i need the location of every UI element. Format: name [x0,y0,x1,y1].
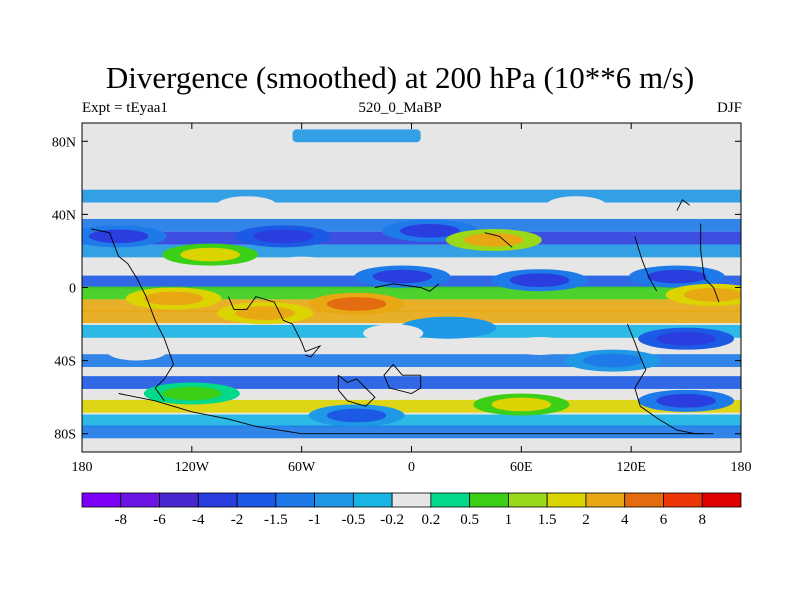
colorbar-label: -2 [231,512,244,528]
field-gap [106,342,167,361]
field-band [82,399,741,413]
field-feature-core [326,408,387,423]
colorbar-label: -6 [153,512,166,528]
coastlines [91,199,720,435]
y-tick-label: 0 [69,282,76,297]
colorbar-label: 4 [621,512,629,528]
colorbar-label: -1.5 [264,512,288,528]
field-band [292,129,421,143]
coastline [676,199,690,211]
field-feature-core [647,269,707,284]
colorbar-label: 1.5 [538,512,557,528]
field-feature-core [235,306,295,320]
colorbar-swatch [701,492,742,508]
field-feature-core [162,386,222,401]
colorbar-swatch [314,492,354,508]
field-feature-core [253,229,314,244]
colorbar-swatch [430,492,471,508]
field-feature-core [400,224,460,238]
field-feature-core [656,394,716,408]
colorbar-label: -0.5 [341,512,365,528]
x-tick-label: 120W [175,460,210,475]
plot-area [81,122,742,453]
y-tick-label: 40N [52,208,76,223]
field-band [82,414,741,428]
field-feature-core [656,331,716,346]
colorbar-label: 1 [505,512,513,528]
axes: 180 120W 60W 0 60E 120E 180 80N 40N 0 40S 80S [52,123,752,475]
x-tick-label: 60W [288,460,316,475]
field-feature-core [418,320,478,335]
colorbar-label: -4 [192,512,205,528]
field-gap [216,196,277,215]
field-gap [546,196,607,215]
coastline [627,323,714,435]
period-label: 520_0_MaBP [358,100,442,116]
field-feature-core [372,269,433,284]
colorbar-swatch [508,492,548,508]
colorbar-swatch [197,492,238,508]
coastline [337,374,376,407]
x-tick-label: 120E [616,460,646,475]
field-gap [363,324,424,343]
coastline [383,364,422,394]
field-feature-core [180,247,240,262]
colorbar-label: 8 [698,512,706,528]
field-feature-core [491,397,552,412]
coastline [634,236,658,292]
x-tick-label: 180 [731,460,752,475]
colorbar-swatch [391,492,432,508]
field-feature-core [509,273,570,288]
field-gap [509,336,570,355]
field-feature-core [583,353,643,368]
colorbar-label: -0.2 [380,512,404,528]
colorbar-label: -1 [308,512,321,528]
colorbar-swatch [585,492,626,508]
colorbar-label: 0.2 [422,512,441,528]
x-tick-label: 180 [72,460,93,475]
colorbar-swatch [352,492,393,508]
colorbar-swatch [81,492,122,508]
field-feature-core [464,233,524,247]
y-tick-label: 40S [54,355,76,370]
colorbar-label: -8 [115,512,128,528]
colorbar-swatch [159,492,199,508]
coastline [700,223,720,303]
field-gap [271,256,332,275]
coastline [374,283,440,292]
colorbar-swatch [120,492,160,508]
colorbar: -8 -6 -4 -2 -1.5 -1 -0.5 -0.2 0.2 0.5 1 1.5 2 4 6 8 [81,492,742,528]
coastline [484,232,513,248]
y-tick-label: 80S [54,428,76,443]
field-band [82,286,741,300]
field-band [82,189,741,203]
field-feature-core [88,229,149,244]
field-feature-core [143,291,204,306]
field-band [82,376,741,389]
colorbar-swatch [663,492,703,508]
colorbar-swatch [624,492,664,508]
x-tick-label: 0 [408,460,415,475]
coastline [118,393,705,435]
field-feature-core [683,287,741,302]
x-tick-label: 60E [510,460,533,475]
colorbar-label: 2 [582,512,590,528]
field-band [82,425,741,439]
colorbar-swatch [236,492,277,508]
experiment-label: Expt = tEyaa1 [82,100,168,116]
colorbar-label: 6 [660,512,668,528]
colorbar-swatch [275,492,315,508]
colorbar-swatch [469,492,509,508]
chart-title: Divergence (smoothed) at 200 hPa (10**6 … [105,60,695,95]
y-tick-label: 80N [52,135,76,150]
colorbar-swatch [546,492,587,508]
colorbar-label: 0.5 [460,512,479,528]
coastline [91,228,174,402]
coastline [227,296,322,358]
field-feature-core [326,297,387,311]
season-label: DJF [716,100,742,116]
